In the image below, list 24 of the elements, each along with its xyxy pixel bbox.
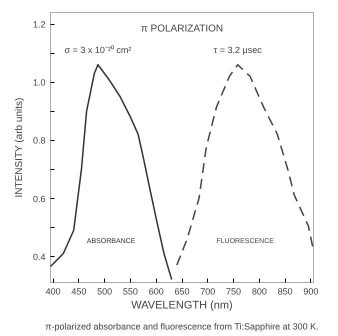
y-tick-label: 1.0 <box>32 78 46 88</box>
y-tick-label: 0.8 <box>32 136 46 146</box>
annotation: τ = 3.2 μsec <box>214 44 262 55</box>
x-tick-label: 750 <box>226 286 242 296</box>
x-tick-label: 500 <box>97 286 112 296</box>
text: π-polarized absorbance and fluorescence from Ti:Sapphire at 300 K. <box>45 322 319 332</box>
y-axis-title: INTENSITY (arb units) <box>14 98 25 198</box>
y-tick-label: 0.4 <box>32 252 46 262</box>
annotation: σ = 3 x 10⁻²⁰ cm² <box>64 44 132 55</box>
x-tick-label: 450 <box>71 286 86 296</box>
line-series <box>50 64 172 280</box>
x-tick-label: 600 <box>148 286 164 296</box>
x-tick-label: 850 <box>278 286 293 296</box>
x-tick-label: 800 <box>252 286 267 296</box>
y-tick-label: 0.6 <box>32 194 46 204</box>
x-tick-label: 650 <box>174 286 190 296</box>
text: π POLARIZATION <box>140 24 224 34</box>
line-series <box>176 64 314 266</box>
x-tick-label: 700 <box>200 286 216 296</box>
y-tick-label: 1.2 <box>32 20 46 30</box>
x-tick-label: 400 <box>46 286 61 296</box>
x-tick-label: 900 <box>303 286 318 296</box>
x-tick-label: 550 <box>122 286 138 296</box>
x-axis-title: WAVELENGTH (nm) <box>131 300 233 312</box>
